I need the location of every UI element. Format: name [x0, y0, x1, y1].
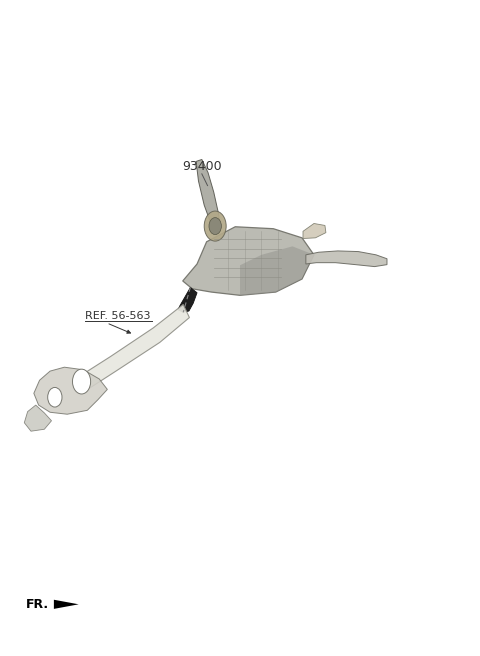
Circle shape: [204, 211, 226, 241]
Polygon shape: [54, 600, 79, 609]
Polygon shape: [75, 304, 190, 394]
Polygon shape: [178, 287, 197, 312]
Polygon shape: [196, 159, 220, 225]
Polygon shape: [306, 251, 387, 266]
Polygon shape: [24, 405, 51, 431]
Text: REF. 56-563: REF. 56-563: [85, 311, 150, 321]
Circle shape: [48, 388, 62, 407]
Circle shape: [209, 218, 221, 235]
Polygon shape: [303, 224, 326, 239]
Text: 93400: 93400: [182, 159, 222, 173]
Circle shape: [72, 369, 91, 394]
Polygon shape: [183, 227, 314, 295]
Polygon shape: [34, 367, 108, 414]
Polygon shape: [240, 247, 314, 295]
Text: FR.: FR.: [26, 598, 49, 611]
